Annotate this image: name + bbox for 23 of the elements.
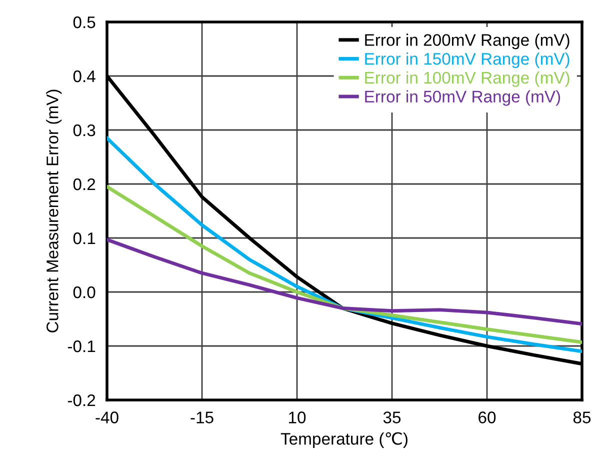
legend-label: Error in 50mV Range (mV) [365, 90, 560, 106]
x-tick-label: 10 [289, 412, 306, 424]
x-tick-label: -15 [190, 412, 214, 424]
x-axis-title: Temperature (℃) [280, 432, 408, 448]
legend-label: Error in 150mV Range (mV) [365, 52, 570, 68]
x-tick-label: -40 [96, 412, 118, 424]
y-axis-title: Current Measurement Error (mV) [46, 90, 62, 332]
x-tick-label: 85 [573, 412, 591, 424]
y-tick-label: -0.1 [68, 340, 96, 352]
x-tick-label: 35 [383, 412, 401, 424]
y-tick-label: 0.0 [73, 286, 96, 298]
line-series [107, 184, 582, 344]
line-series [107, 136, 582, 354]
x-tick-label: 60 [478, 412, 496, 424]
y-tick-label: 0.5 [73, 16, 96, 28]
legend-label: Error in 200mV Range (mV) [365, 34, 570, 50]
line-series [107, 238, 582, 326]
y-tick-label: 0.4 [73, 70, 96, 82]
y-tick-label: -0.2 [68, 394, 96, 406]
y-tick-label: 0.1 [73, 232, 96, 244]
y-tick-label: 0.3 [73, 124, 96, 136]
y-tick-label: 0.2 [73, 178, 96, 190]
legend-label: Error in 100mV Range (mV) [365, 71, 570, 87]
